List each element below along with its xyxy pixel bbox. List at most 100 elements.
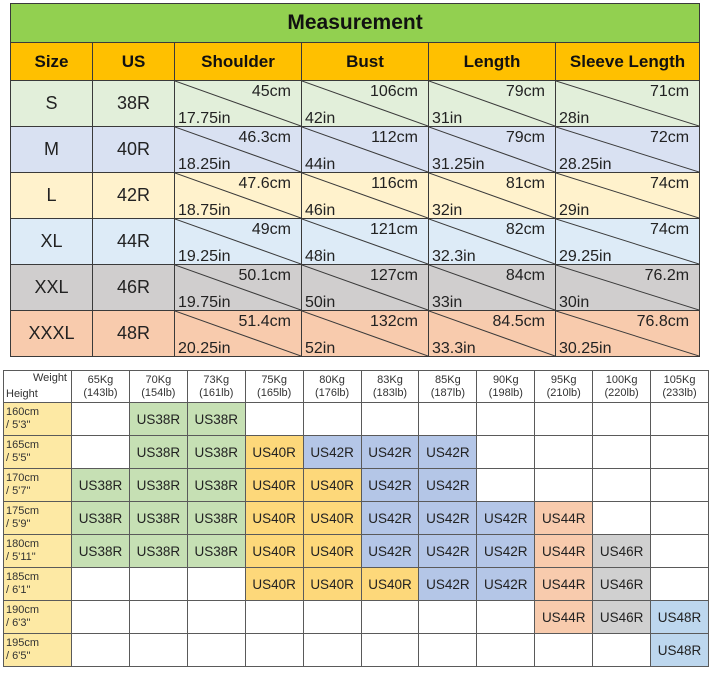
empty-cell <box>592 633 652 667</box>
size-recommendation-cell: US40R <box>302 501 362 535</box>
header-sleeve-length: Sleeve Length <box>554 42 701 81</box>
empty-cell <box>302 633 362 667</box>
sleeve-length-cell: 71cm 28in <box>554 80 701 127</box>
value-inches: 29.25in <box>559 248 612 265</box>
empty-cell <box>302 600 362 634</box>
bust-cell: 127cm 50in <box>301 264 429 311</box>
value-inches: 18.25in <box>178 156 231 173</box>
value-inches: 46in <box>305 202 336 219</box>
value-cm: 79cm <box>505 83 545 100</box>
height-ft: / 6'5" <box>6 650 31 662</box>
value-inches: 33.3in <box>432 340 476 357</box>
weight-header: 83Kg (183lb) <box>360 370 420 403</box>
size-label: L <box>10 172 93 219</box>
value-inches: 44in <box>305 156 336 173</box>
empty-cell <box>418 600 478 634</box>
header-shoulder: Shoulder <box>174 42 302 81</box>
bust-cell: 112cm 44in <box>301 126 429 173</box>
weight-lb: (233lb) <box>662 386 697 399</box>
diagonal-divider <box>429 219 555 264</box>
size-recommendation-cell: US42R <box>360 468 420 502</box>
size-label: M <box>10 126 93 173</box>
size-recommendation-cell: US42R <box>418 534 478 568</box>
empty-cell <box>476 468 536 502</box>
us-size-label: 48R <box>92 310 175 357</box>
length-cell: 79cm 31in <box>428 80 556 127</box>
size-recommendation-cell: US40R <box>360 567 420 601</box>
size-recommendation-cell: US48R <box>650 600 709 634</box>
weight-header-row: Weight Height 65Kg (143lb) 70Kg (154lb) 73Kg (1… <box>3 370 709 403</box>
sleeve-length-cell: 76.2m 30in <box>554 264 701 311</box>
value-cm: 81cm <box>505 175 545 192</box>
weight-lb: (161lb) <box>199 386 234 399</box>
value-inches: 30.25in <box>559 340 612 357</box>
empty-cell <box>71 402 130 436</box>
measurement-row: S 38R 45cm 17.75in 106cm 42in 79cm 31in 71cm 28in <box>10 80 701 127</box>
value-inches: 29in <box>559 202 590 219</box>
weight-header: 70Kg (154lb) <box>128 370 188 403</box>
empty-cell <box>128 600 188 634</box>
shoulder-cell: 45cm 17.75in <box>174 80 302 127</box>
size-recommendation-cell: US40R <box>244 501 304 535</box>
height-label: 160cm/ 5'3" <box>3 402 72 436</box>
height-row: 180cm/ 5'11" US38R US38R US38R US40R US40R US4… <box>3 534 709 568</box>
size-recommendation-cell: US38R <box>128 402 188 436</box>
size-recommendation-cell: US40R <box>302 534 362 568</box>
height-cm: 195cm <box>6 637 40 649</box>
value-cm: 51.4cm <box>238 313 291 330</box>
weight-height-corner: Weight Height <box>3 370 72 403</box>
size-recommendation-cell: US44R <box>534 567 594 601</box>
diagonal-divider <box>302 311 428 356</box>
empty-cell <box>186 567 246 601</box>
value-cm: 116cm <box>371 175 418 192</box>
empty-cell <box>244 633 304 667</box>
empty-cell <box>476 600 536 634</box>
size-recommendation-cell: US48R <box>650 633 709 667</box>
header-size: Size <box>10 42 93 81</box>
diagonal-divider <box>175 311 301 356</box>
value-inches: 52in <box>305 340 336 357</box>
empty-cell <box>360 633 420 667</box>
size-recommendation-cell: US42R <box>418 567 478 601</box>
diagonal-divider <box>556 311 699 356</box>
empty-cell <box>476 633 536 667</box>
value-cm: 112cm <box>371 129 418 146</box>
value-inches: 31.25in <box>432 156 485 173</box>
size-recommendation-cell: US42R <box>476 567 536 601</box>
shoulder-cell: 49cm 19.25in <box>174 218 302 265</box>
height-ft: / 5'9" <box>6 518 31 530</box>
height-ft: / 5'5" <box>6 452 31 464</box>
value-cm: 79cm <box>505 129 545 146</box>
length-cell: 82cm 32.3in <box>428 218 556 265</box>
weight-header: 95Kg (210lb) <box>534 370 594 403</box>
value-inches: 18.75in <box>178 202 231 219</box>
us-size-label: 42R <box>92 172 175 219</box>
weight-lb: (183lb) <box>372 386 408 399</box>
value-inches: 19.25in <box>178 248 231 265</box>
header-length: Length <box>428 42 556 81</box>
height-label: 170cm/ 5'7" <box>3 468 72 502</box>
empty-cell <box>592 501 652 535</box>
empty-cell <box>186 633 246 667</box>
measurement-row: XXL 46R 50.1cm 19.75in 127cm 50in 84cm 33in 76.2… <box>10 264 701 311</box>
size-recommendation-cell: US42R <box>418 501 478 535</box>
size-recommendation-cell: US40R <box>244 435 304 469</box>
diagonal-divider <box>429 265 555 310</box>
value-cm: 72cm <box>649 129 690 146</box>
empty-cell <box>534 468 594 502</box>
value-inches: 28.25in <box>559 156 612 173</box>
empty-cell <box>128 633 188 667</box>
size-recommendation-cell: US38R <box>186 402 246 436</box>
diagonal-divider <box>556 265 699 310</box>
size-recommendation-cell: US40R <box>244 534 304 568</box>
value-cm: 74cm <box>649 175 690 192</box>
size-recommendation-cell: US42R <box>418 435 478 469</box>
size-recommendation-cell: US38R <box>71 468 130 502</box>
diagonal-divider <box>556 173 699 218</box>
diagonal-divider <box>429 173 555 218</box>
height-cm: 190cm <box>6 604 40 616</box>
empty-cell <box>302 402 362 436</box>
value-cm: 121cm <box>369 221 418 238</box>
length-cell: 79cm 31.25in <box>428 126 556 173</box>
header-us: US <box>92 42 175 81</box>
